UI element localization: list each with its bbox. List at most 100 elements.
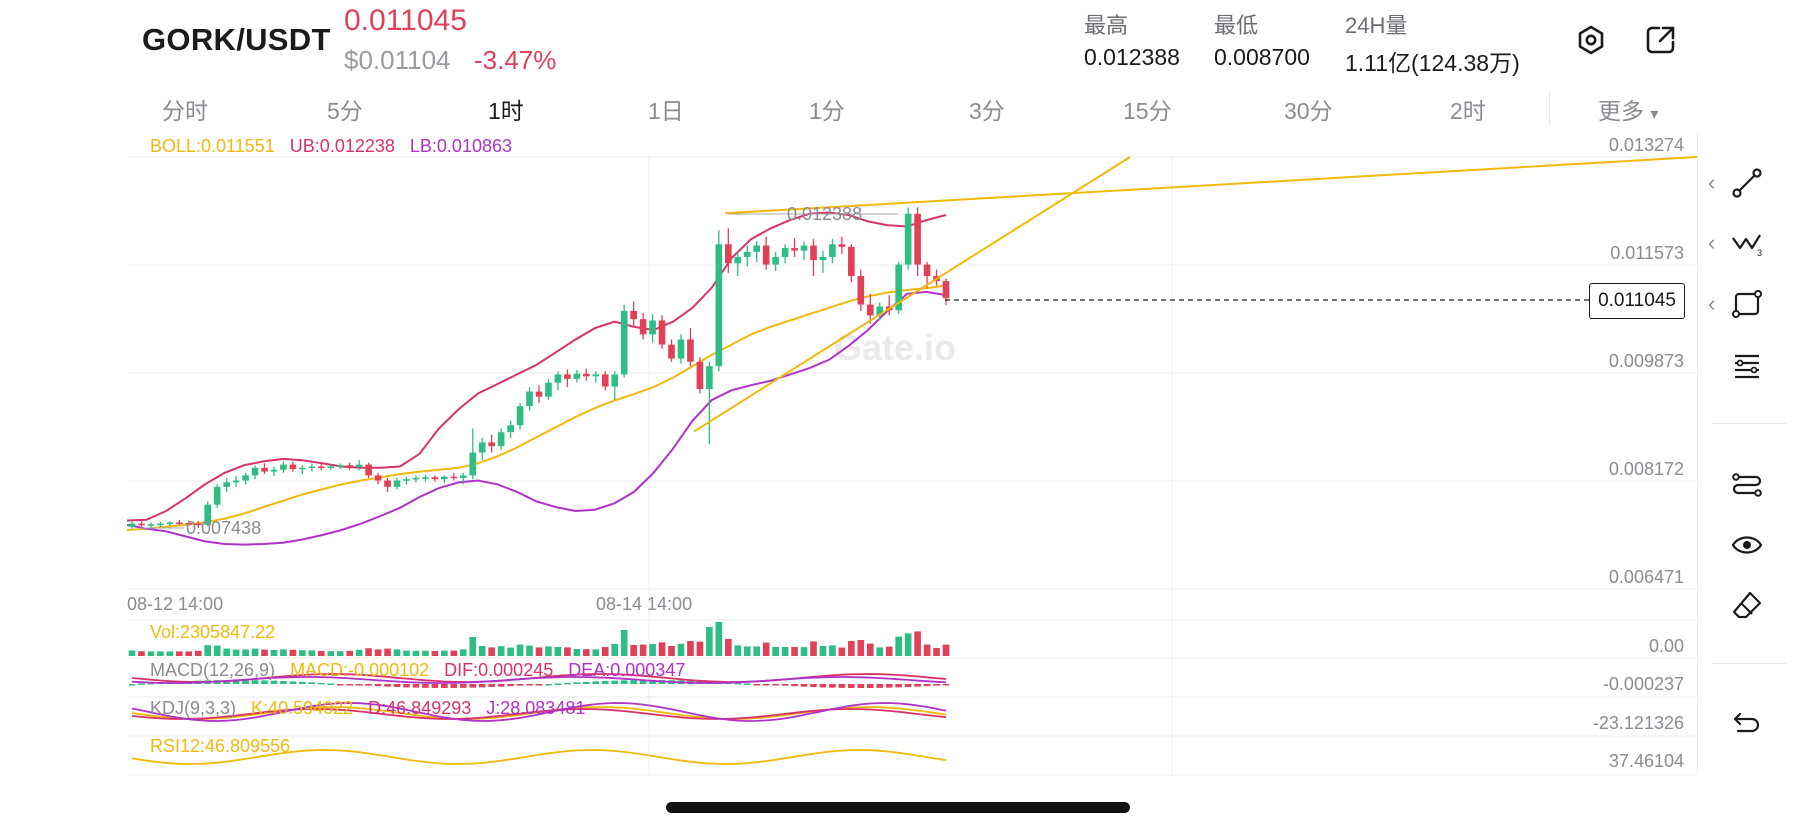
volume-bar — [904, 633, 912, 656]
macd-bar — [280, 680, 287, 684]
candle-body — [176, 522, 183, 524]
tab-5m[interactable]: 5分 — [327, 98, 363, 124]
candle-body — [166, 522, 174, 524]
toolbar-divider — [1712, 663, 1786, 664]
tab-2h[interactable]: 2时 — [1450, 98, 1486, 124]
macd-bar — [895, 684, 902, 688]
tab-3m[interactable]: 3分 — [969, 98, 1005, 124]
macd-bar — [848, 684, 855, 688]
tab-30m[interactable]: 30分 — [1284, 98, 1333, 124]
candle-body — [242, 475, 249, 481]
tool-trend-line[interactable]: ‹ — [1698, 157, 1795, 209]
volume-bar — [639, 644, 647, 656]
candle-body — [441, 476, 448, 480]
macd-bar — [336, 684, 344, 686]
volume-bar — [781, 647, 789, 656]
candle-body — [649, 320, 656, 335]
macd-bar — [601, 680, 609, 684]
candle-body — [895, 264, 902, 311]
volume-bar — [601, 647, 609, 656]
macd-bar — [422, 684, 429, 688]
tool-pattern[interactable]: ‹ 3 — [1698, 217, 1795, 269]
macd-bar — [857, 684, 865, 688]
volume-bar — [176, 651, 183, 656]
tab-15m[interactable]: 15分 — [1123, 98, 1172, 124]
chevron-left-icon[interactable]: ‹ — [1708, 291, 1716, 316]
volume-bar — [611, 644, 619, 656]
share-export-icon[interactable] — [1641, 20, 1681, 60]
home-indicator[interactable] — [666, 802, 1130, 813]
tab-fenshi[interactable]: 分时 — [162, 98, 208, 124]
tab-1m[interactable]: 1分 — [809, 98, 845, 124]
volume-bar — [753, 646, 761, 656]
macd-bar — [535, 684, 543, 686]
volume-bar — [232, 649, 240, 656]
volume-bar — [459, 649, 467, 656]
volume-bar — [346, 650, 354, 656]
stat-low-label: 最低 — [1214, 13, 1259, 38]
time-axis-tick: 08-12 14:00 — [127, 594, 224, 614]
volume-bar — [895, 636, 902, 656]
pair-title: GORK/USDT — [142, 22, 331, 57]
macd-bar — [611, 680, 619, 684]
price-axis-tick: 0.008172 — [1608, 459, 1684, 479]
macd-bar — [469, 684, 477, 688]
macd-bar — [933, 684, 940, 686]
candle-body — [204, 504, 212, 525]
macd-bar — [346, 684, 354, 686]
volume-bar — [355, 649, 363, 656]
candle-body — [904, 213, 912, 265]
boll-lb-line — [126, 290, 947, 546]
candle-body — [800, 245, 808, 251]
tab-divider — [1549, 92, 1550, 126]
macd-bar — [620, 680, 628, 684]
volume-bar — [658, 642, 666, 656]
volume-bar — [469, 637, 477, 656]
volume-bar — [923, 644, 931, 656]
drawing-toolbar: ‹ ‹ 3 ‹ — [1697, 133, 1795, 773]
tool-eraser[interactable] — [1698, 580, 1795, 632]
macd-bar — [412, 684, 420, 688]
macd-bar — [403, 684, 410, 688]
dea-line — [131, 676, 947, 684]
candle-body — [620, 310, 628, 375]
macd-bar — [734, 682, 742, 685]
tool-shape[interactable]: ‹ — [1698, 278, 1795, 330]
candle-body — [564, 374, 571, 379]
volume-bar — [677, 643, 685, 656]
volume-bar — [819, 646, 827, 656]
volume-bar — [327, 651, 335, 656]
sub-indicator-panes — [128, 622, 950, 765]
settings-hexagon-icon[interactable] — [1571, 20, 1611, 60]
macd-bar — [308, 682, 316, 684]
tab-1d[interactable]: 1日 — [648, 98, 684, 124]
volume-bar — [270, 650, 278, 656]
volume-bar — [554, 647, 562, 656]
macd-bar — [478, 684, 486, 688]
volume-bar — [800, 647, 808, 656]
volume-bar — [583, 649, 590, 656]
chevron-left-icon[interactable]: ‹ — [1708, 230, 1716, 255]
tab-more[interactable]: 更多 ▾ — [1598, 92, 1658, 126]
tab-1h-active[interactable]: 1时 — [488, 98, 524, 124]
toolbar-divider — [1712, 423, 1786, 424]
macd-bar — [138, 683, 145, 685]
volume-bar — [668, 646, 675, 656]
boll-mid-label: BOLL:0.011551 — [150, 136, 275, 156]
vol-axis-tick: 0.00 — [1648, 636, 1684, 656]
chevron-left-icon[interactable]: ‹ — [1708, 170, 1716, 195]
tool-visibility[interactable] — [1698, 519, 1795, 571]
tool-indicator-toggle[interactable] — [1698, 459, 1795, 511]
stat-high-value: 0.012388 — [1084, 44, 1180, 70]
candle-body — [715, 244, 723, 367]
candle-body — [592, 374, 600, 377]
macd-bar — [128, 684, 136, 686]
visibility-eye-icon — [1731, 536, 1763, 554]
tool-undo[interactable] — [1698, 697, 1795, 749]
tool-fib-lines[interactable] — [1698, 339, 1795, 391]
candle-body — [280, 464, 287, 470]
volume-bar — [791, 647, 798, 656]
volume-bar — [848, 641, 855, 656]
candle-body — [535, 391, 543, 397]
